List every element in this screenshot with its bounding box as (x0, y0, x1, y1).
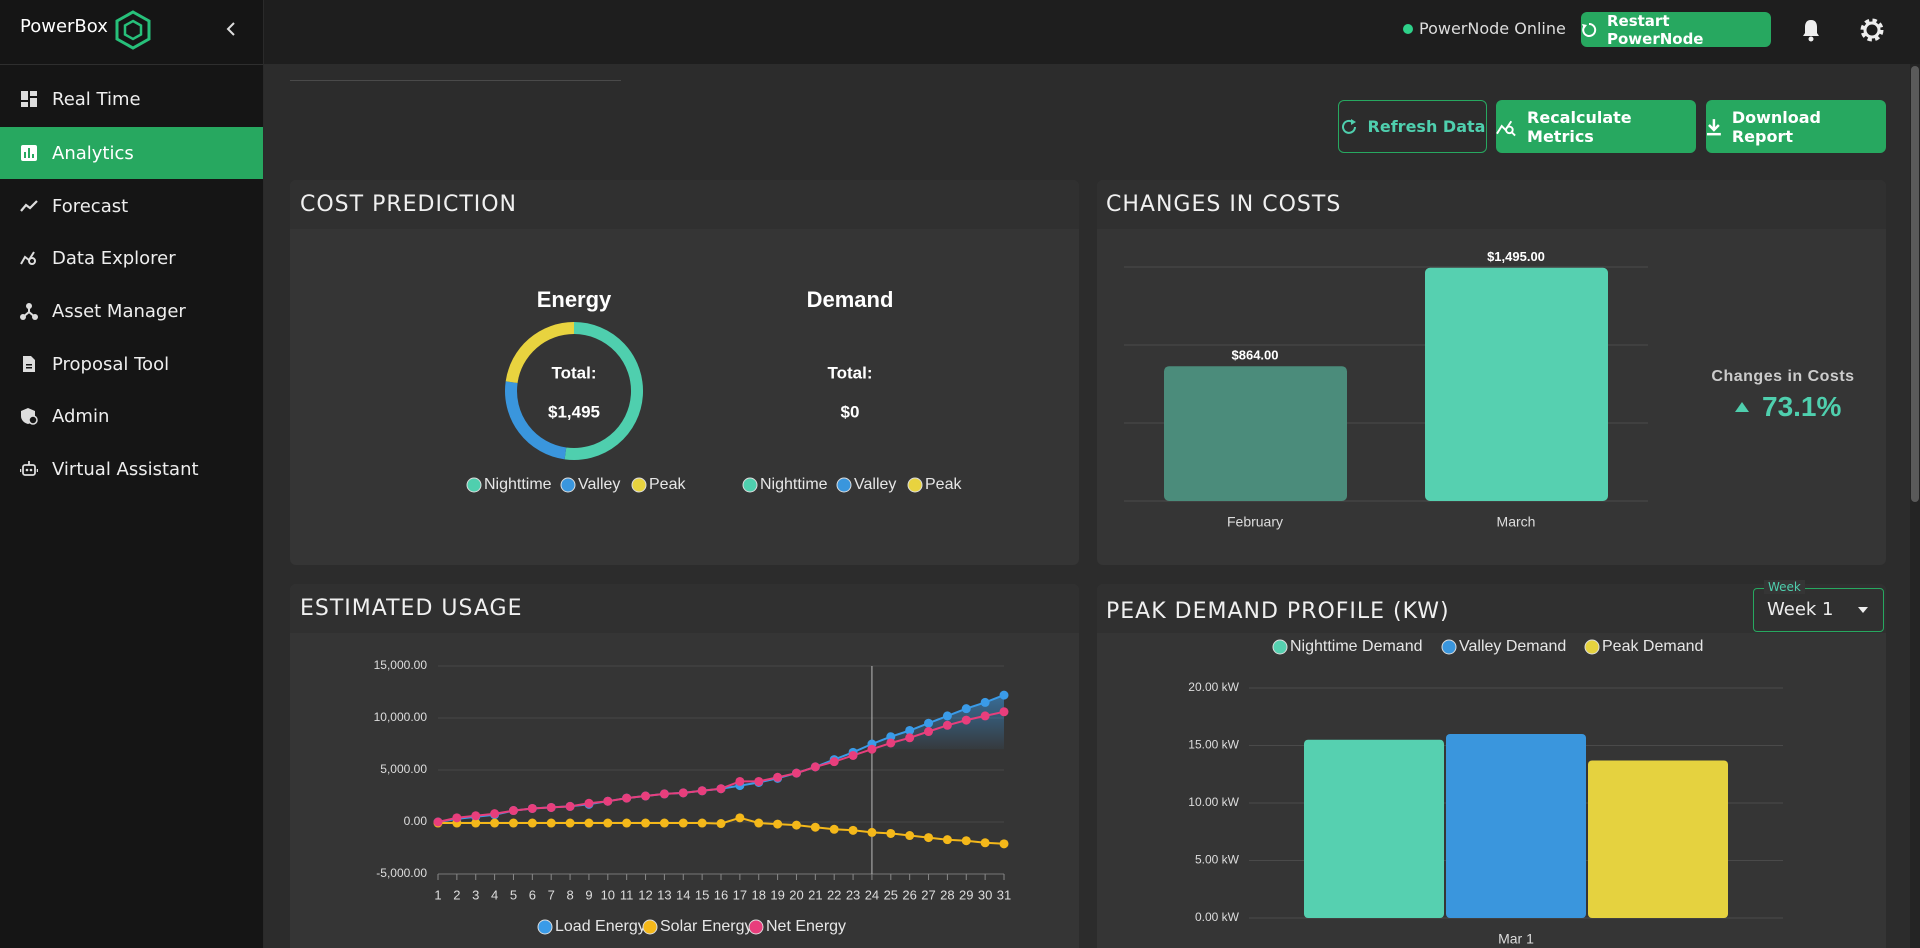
nav-label: Data Explorer (52, 247, 176, 269)
select-value: Week 1 (1767, 599, 1834, 620)
nav-item[interactable]: Data Explorer (0, 232, 263, 284)
nav-label: Admin (52, 405, 110, 427)
button-label: Recalculate Metrics (1527, 107, 1632, 146)
nav-label: Virtual Assistant (52, 458, 199, 480)
card-title: COST PREDICTION (300, 192, 518, 217)
card (290, 584, 1079, 948)
scrollbar-thumb[interactable] (1911, 66, 1919, 502)
nav-label: Forecast (52, 195, 129, 217)
nav-item[interactable]: Analytics (0, 127, 263, 179)
nav-item[interactable]: Real Time (0, 73, 263, 125)
select-label: Week (1764, 580, 1805, 594)
nav-label: Asset Manager (52, 300, 186, 322)
scrollbar (1910, 64, 1920, 948)
restart-button[interactable]: Restart PowerNode (1581, 11, 1771, 48)
kpi-value: 73.1% (1762, 391, 1842, 422)
recalculate-button[interactable]: Recalculate Metrics (1496, 100, 1696, 153)
card-title: CHANGES IN COSTS (1106, 192, 1342, 217)
download-button[interactable]: Download Report (1706, 100, 1886, 153)
button-label: Download Report (1731, 107, 1821, 146)
button-label: Refresh Data (1367, 117, 1486, 136)
nav-item[interactable]: Virtual Assistant (0, 443, 263, 495)
dropdown-arrow (1858, 607, 1868, 613)
sidebar: PowerBox Real Time Analytics Forecast Da… (0, 0, 264, 948)
status-dot (1403, 24, 1413, 34)
nav-label: Analytics (52, 142, 134, 164)
nav-item[interactable]: Proposal Tool (0, 338, 263, 390)
brand-name: PowerBox (20, 16, 108, 37)
trend-up-icon (1735, 402, 1749, 412)
nav-item[interactable]: Asset Manager (0, 285, 263, 337)
nav-label: Real Time (52, 88, 141, 110)
nav-item[interactable]: Forecast (0, 180, 263, 232)
nav-item[interactable]: Admin (0, 390, 263, 442)
button-label: Restart PowerNode (1606, 11, 1704, 48)
logo (115, 10, 151, 50)
notification-icon[interactable] (1800, 18, 1822, 42)
divider (0, 64, 263, 65)
status-text: PowerNode Online (1419, 19, 1566, 38)
card-title: ESTIMATED USAGE (300, 596, 523, 621)
week-select[interactable] (1753, 588, 1884, 632)
divider (290, 80, 621, 81)
card-title: PEAK DEMAND PROFILE (KW) (1106, 599, 1450, 624)
card (1097, 584, 1886, 948)
kpi-label: Changes in Costs (1711, 368, 1855, 385)
refresh-button[interactable]: Refresh Data (1338, 100, 1487, 153)
card (290, 180, 1079, 565)
settings-icon[interactable] (1859, 17, 1885, 43)
collapse-icon[interactable] (224, 20, 238, 38)
nav-label: Proposal Tool (52, 353, 170, 375)
